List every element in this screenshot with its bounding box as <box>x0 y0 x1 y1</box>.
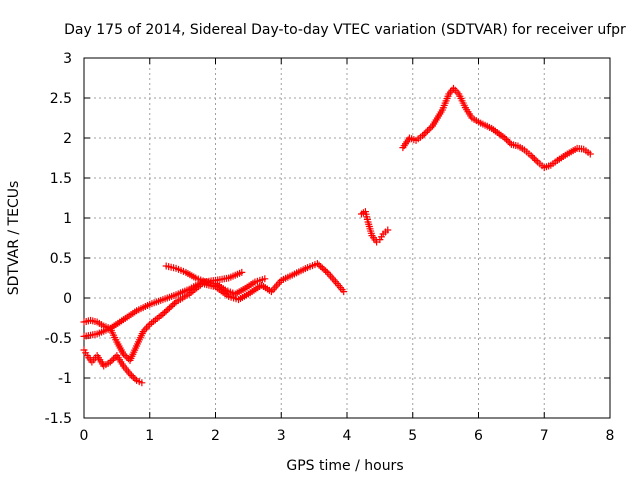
data-point <box>530 155 538 163</box>
data-point <box>162 307 170 315</box>
data-point <box>529 153 537 161</box>
data-point <box>419 132 427 140</box>
data-point <box>161 309 169 316</box>
data-point <box>425 125 433 133</box>
data-point <box>165 304 173 312</box>
data-point <box>129 373 137 381</box>
grid-lines <box>84 58 610 418</box>
data-point <box>532 156 540 164</box>
data-point <box>420 130 428 138</box>
data-point <box>384 226 392 234</box>
data-point <box>138 379 146 387</box>
data-point <box>501 134 509 142</box>
y-tick-label: 1 <box>63 211 72 227</box>
data-point <box>424 127 432 135</box>
data-point <box>427 124 435 132</box>
data-point <box>164 306 172 313</box>
data-point <box>322 267 330 275</box>
x-tick-label: 3 <box>277 428 286 444</box>
data-point <box>121 352 129 360</box>
data-point <box>261 275 269 283</box>
y-tick-label: -1 <box>58 371 72 387</box>
series-track-f <box>399 84 594 172</box>
data-point <box>126 370 134 378</box>
x-axis-label: GPS time / hours <box>286 458 403 474</box>
y-tick-label: 0 <box>63 291 72 307</box>
data-point <box>128 372 136 380</box>
x-tick-label: 4 <box>343 428 352 444</box>
series-track-d <box>162 262 269 298</box>
data-point <box>169 301 177 309</box>
data-point <box>131 375 139 383</box>
x-tick-label: 0 <box>80 428 89 444</box>
x-tick-label: 7 <box>540 428 549 444</box>
y-tick-labels: -1.5 -1 -0.5 0 0.5 1 1.5 2 2.5 3 <box>45 51 72 427</box>
data-point <box>504 137 512 145</box>
data-point <box>106 358 114 366</box>
data-point <box>340 288 348 296</box>
data-point <box>422 128 430 136</box>
series-track-c <box>80 346 146 387</box>
data-point <box>170 300 178 307</box>
y-axis-label: SDTVAR / TECUs <box>6 181 22 296</box>
data-point <box>586 150 594 158</box>
y-tick-label: 2.5 <box>50 91 72 107</box>
series-track-b <box>80 260 348 364</box>
data-point <box>238 268 246 276</box>
data-point <box>159 310 167 318</box>
data-point <box>123 353 131 361</box>
x-tick-label: 2 <box>211 428 220 444</box>
y-tick-label: -0.5 <box>45 331 72 347</box>
chart-title: Day 175 of 2014, Sidereal Day-to-day VTE… <box>64 22 626 38</box>
x-tick-label: 8 <box>606 428 615 444</box>
y-tick-label: 3 <box>63 51 72 67</box>
data-point <box>167 303 175 310</box>
y-tick-label: -1.5 <box>45 411 72 427</box>
axis-ticks <box>83 57 611 419</box>
data-point <box>108 356 116 364</box>
y-tick-label: 2 <box>63 131 72 147</box>
data-point <box>506 139 514 147</box>
x-tick-label: 1 <box>145 428 154 444</box>
data-points <box>80 84 594 387</box>
data-point <box>119 350 127 358</box>
x-tick-label: 6 <box>474 428 483 444</box>
data-point <box>317 263 325 271</box>
data-point <box>110 355 118 363</box>
x-tick-labels: 0 1 2 3 4 5 6 7 8 <box>80 428 615 444</box>
series-track-e <box>357 208 392 246</box>
y-tick-label: 0.5 <box>50 251 72 267</box>
data-point <box>502 136 510 144</box>
data-point <box>527 152 535 160</box>
x-tick-label: 5 <box>408 428 417 444</box>
y-tick-label: 1.5 <box>50 171 72 187</box>
